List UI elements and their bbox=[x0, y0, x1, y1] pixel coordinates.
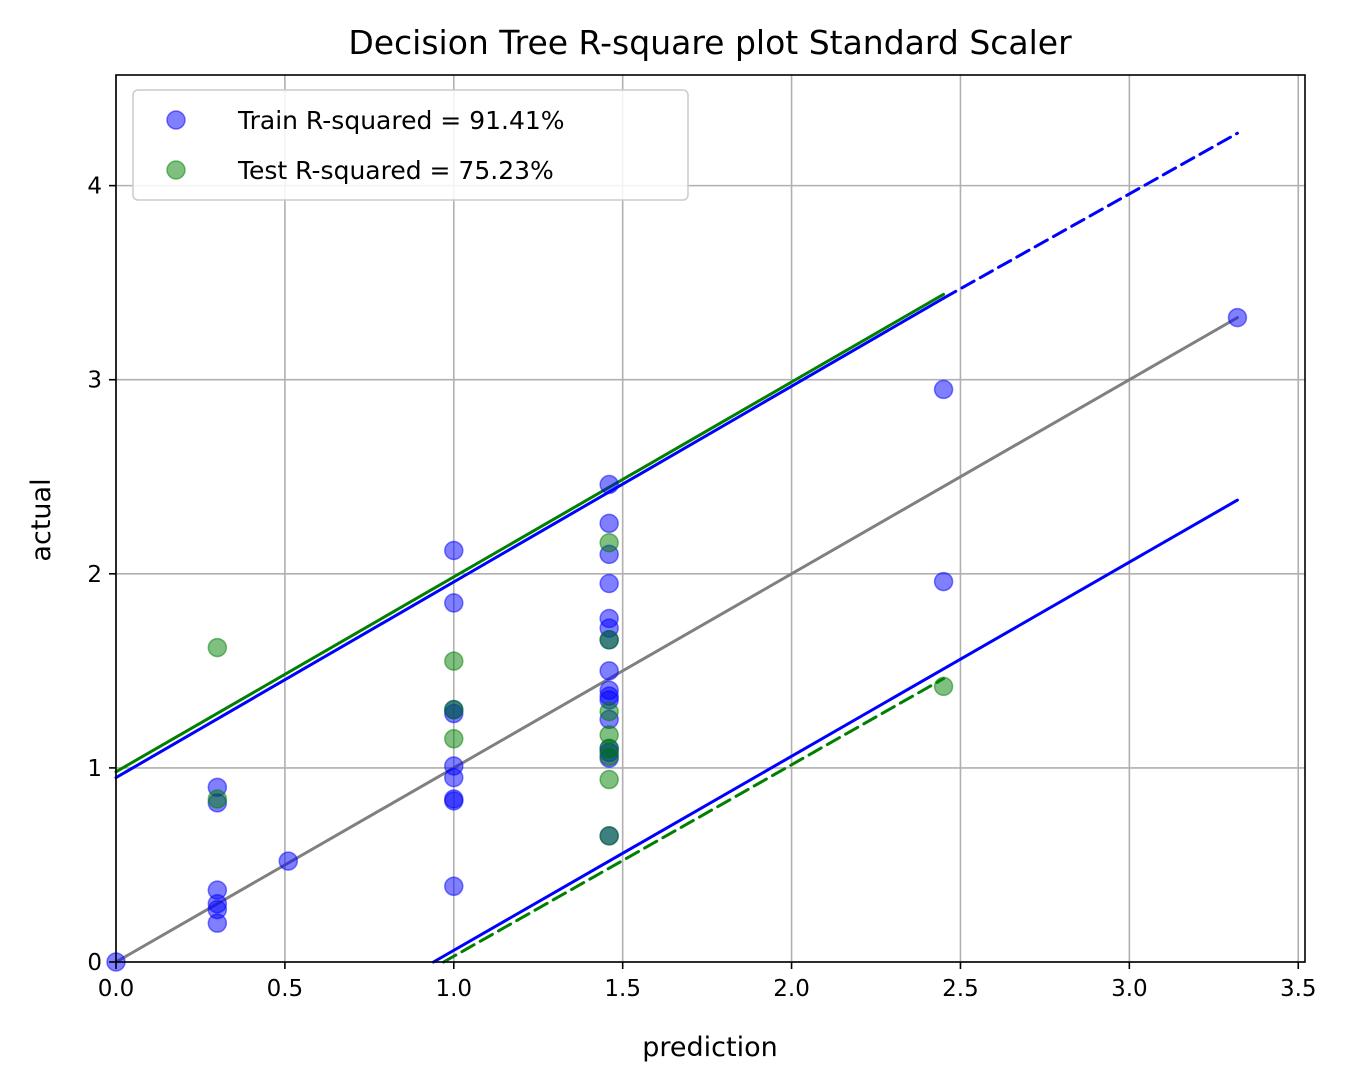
train-point bbox=[933, 379, 954, 400]
y-tick-label: 2 bbox=[87, 562, 102, 588]
test-point bbox=[933, 676, 954, 697]
y-tick-label: 3 bbox=[87, 368, 102, 394]
test-point bbox=[599, 630, 619, 650]
x-tick-label: 3.0 bbox=[1111, 976, 1148, 1002]
test-point bbox=[599, 725, 619, 745]
y-tick-label: 1 bbox=[87, 756, 102, 782]
train-point bbox=[444, 756, 464, 776]
train-point bbox=[278, 851, 299, 871]
test-point bbox=[444, 699, 464, 720]
y-axis-label: actual bbox=[26, 478, 57, 561]
x-axis-label: prediction bbox=[642, 1032, 777, 1063]
reference-line-train-upper-ext bbox=[942, 131, 1239, 300]
reference-line-test-lower bbox=[442, 677, 946, 964]
test-point bbox=[599, 701, 619, 722]
chart-title: Decision Tree R-square plot Standard Sca… bbox=[348, 23, 1072, 62]
test-point bbox=[599, 826, 619, 846]
train-point bbox=[599, 474, 619, 495]
train-point bbox=[599, 608, 619, 629]
test-point bbox=[207, 637, 228, 658]
legend-marker-test bbox=[166, 160, 186, 180]
train-point bbox=[599, 513, 619, 534]
x-tick-label: 3.5 bbox=[1280, 976, 1317, 1002]
lines-layer bbox=[114, 131, 1239, 964]
x-tick-label: 0.5 bbox=[267, 976, 304, 1002]
train-point bbox=[599, 661, 619, 681]
test-point bbox=[444, 651, 464, 671]
test-point bbox=[599, 769, 619, 790]
x-tick-label: 1.5 bbox=[604, 976, 641, 1002]
train-point bbox=[207, 880, 228, 900]
reference-line-train-lower bbox=[432, 498, 1239, 964]
legend-marker-train bbox=[166, 110, 186, 130]
reference-line-train-upper bbox=[114, 296, 946, 780]
train-point bbox=[444, 540, 464, 561]
y-tick-label: 0 bbox=[87, 950, 102, 976]
x-tick-label: 2.5 bbox=[942, 976, 979, 1002]
series-test bbox=[207, 533, 954, 846]
x-tick-label: 1.0 bbox=[435, 976, 472, 1002]
reference-line-identity bbox=[114, 316, 1239, 964]
train-point bbox=[1227, 307, 1248, 328]
train-point bbox=[933, 571, 954, 592]
test-point bbox=[599, 533, 619, 553]
train-point bbox=[599, 573, 619, 594]
legend-label-train: Train R-squared = 91.41% bbox=[237, 106, 565, 135]
test-point bbox=[444, 729, 464, 749]
points-layer bbox=[106, 307, 1248, 972]
legend: Train R-squared = 91.41% Test R-squared … bbox=[132, 89, 689, 201]
test-point bbox=[207, 789, 228, 809]
plot-frame bbox=[115, 74, 1306, 963]
legend-label-test: Test R-squared = 75.23% bbox=[237, 156, 554, 185]
train-point bbox=[444, 789, 464, 809]
x-tick-label: 2.0 bbox=[773, 976, 810, 1002]
train-point bbox=[444, 593, 464, 613]
y-tick-label: 4 bbox=[87, 174, 102, 200]
legend-box bbox=[132, 89, 689, 201]
x-tick-label: 0.0 bbox=[98, 976, 135, 1002]
reference-line-test-upper bbox=[114, 292, 946, 774]
train-point bbox=[444, 876, 464, 897]
ticks-layer: 0.0 0.5 1.0 1.5 2.0 2.5 3.0 3.5 0 1 2 3 4 bbox=[87, 174, 1316, 1002]
train-point bbox=[599, 680, 619, 701]
